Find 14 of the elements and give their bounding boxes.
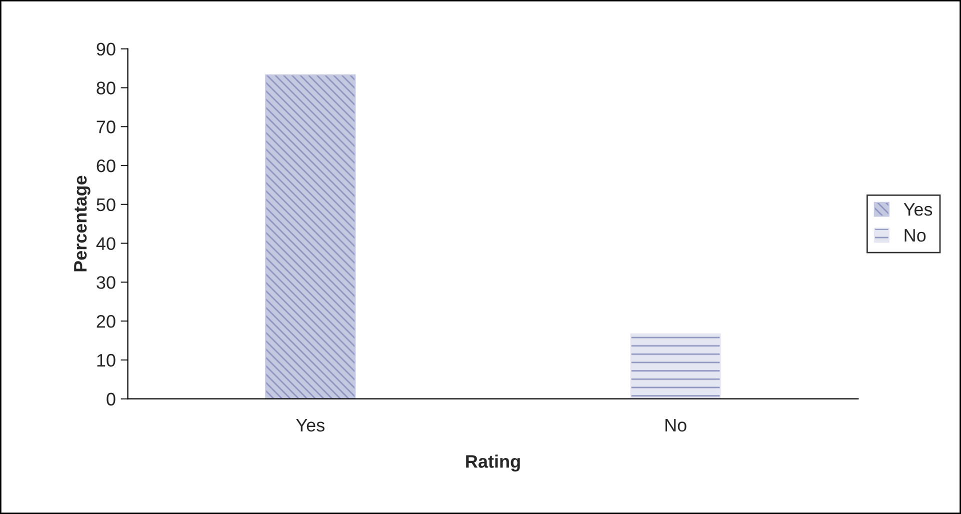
x-axis-title: Rating — [466, 454, 520, 472]
y-tick-label: 80 — [96, 82, 116, 94]
legend-label: Yes — [904, 203, 932, 216]
y-tick-label: 60 — [96, 159, 116, 172]
y-tick-label: 90 — [96, 42, 116, 56]
y-axis-title: Percentage — [74, 176, 90, 272]
y-tick-label: 0 — [106, 392, 116, 406]
y-tick-label: 50 — [96, 198, 116, 212]
legend-label: No — [904, 229, 926, 242]
y-tick-label: 40 — [96, 237, 116, 250]
y-tick-label: 70 — [96, 120, 116, 134]
y-tick-label: 20 — [96, 315, 116, 328]
y-tick-label: 10 — [97, 354, 116, 367]
y-tick-label: 30 — [96, 276, 116, 289]
